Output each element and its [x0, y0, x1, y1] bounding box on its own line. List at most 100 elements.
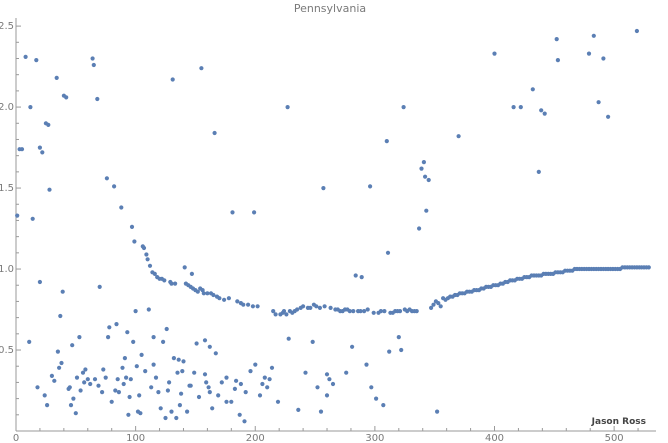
data-point [42, 393, 47, 398]
data-point [327, 377, 332, 382]
data-point [71, 396, 76, 401]
y-tick-label: 2.0 [0, 102, 14, 113]
data-point [169, 281, 174, 286]
data-point [196, 394, 202, 400]
data-point [212, 130, 217, 136]
data-point [185, 409, 190, 414]
data-point [284, 312, 289, 317]
data-point [164, 326, 169, 332]
data-point [250, 304, 255, 309]
data-point [92, 377, 98, 382]
data-point [362, 309, 367, 314]
data-point [121, 381, 126, 387]
data-point [364, 362, 369, 367]
data-point [54, 75, 59, 80]
data-point [211, 292, 216, 298]
data-point [167, 380, 172, 385]
x-tick-label: 300 [365, 433, 384, 443]
data-point [224, 399, 229, 404]
data-point [77, 335, 82, 340]
x-tick-label: 400 [485, 433, 504, 443]
data-point [137, 393, 142, 398]
data-point [322, 304, 327, 309]
data-point [596, 100, 601, 105]
data-point [149, 385, 154, 390]
data-point [188, 383, 193, 388]
data-point [401, 105, 406, 110]
data-point [78, 388, 83, 393]
data-point [219, 380, 224, 385]
data-point [174, 415, 179, 421]
data-point [285, 105, 290, 110]
data-point [536, 169, 541, 174]
data-point [113, 388, 118, 393]
data-point [241, 302, 246, 307]
data-point [95, 96, 100, 102]
data-point [55, 349, 61, 354]
data-point [365, 307, 370, 312]
data-point [206, 385, 211, 390]
data-point [170, 77, 175, 82]
data-point [201, 291, 206, 296]
data-point [96, 383, 101, 388]
data-point [378, 309, 383, 314]
data-point [112, 184, 117, 189]
data-point [351, 309, 356, 314]
data-point [606, 114, 611, 119]
data-point [138, 411, 143, 416]
data-point [429, 305, 434, 310]
data-point [237, 412, 242, 417]
data-point [248, 369, 253, 374]
data-point [347, 309, 352, 314]
data-point [222, 297, 227, 302]
data-point [414, 309, 419, 314]
data-point [189, 271, 194, 276]
data-point [382, 309, 387, 314]
data-point [126, 412, 131, 417]
data-point [109, 399, 114, 404]
data-point [260, 381, 265, 387]
data-point [47, 187, 52, 192]
data-point [152, 271, 157, 276]
axes: 0 100 200 300 400 500 0.5 1.0 1.5 2.0 2.5 [0, 18, 656, 443]
data-point [330, 381, 336, 387]
data-point [173, 281, 178, 286]
data-point [60, 289, 65, 294]
data-point [120, 365, 125, 370]
data-point [171, 356, 176, 361]
data-point [45, 403, 50, 408]
data-point [232, 386, 237, 391]
data-point [134, 364, 139, 369]
data-point [321, 186, 326, 191]
data-point [28, 105, 33, 110]
data-point [328, 305, 333, 310]
data-point [165, 388, 170, 393]
data-point [202, 372, 208, 377]
data-point [213, 351, 218, 356]
data-point [163, 415, 168, 421]
y-tick-label: 1.0 [0, 264, 14, 275]
data-point [308, 305, 313, 310]
data-point [271, 309, 276, 314]
data-point [74, 375, 80, 380]
data-point [90, 56, 95, 61]
data-point [82, 380, 87, 385]
data-point [423, 174, 428, 179]
data-point [139, 352, 144, 357]
data-point [132, 239, 137, 244]
y-tick-label: 1.5 [0, 183, 14, 194]
data-point [252, 210, 257, 215]
data-point [158, 406, 163, 411]
x-tick-label: 100 [126, 433, 145, 443]
data-point [234, 378, 239, 383]
data-point [358, 309, 363, 314]
data-point [58, 313, 63, 319]
data-point [586, 51, 592, 56]
data-point [530, 87, 535, 92]
data-point [601, 56, 606, 61]
data-point [68, 403, 74, 408]
data-point [384, 139, 389, 144]
data-point [555, 58, 561, 63]
chart-title: Pennsylvania [294, 2, 366, 15]
